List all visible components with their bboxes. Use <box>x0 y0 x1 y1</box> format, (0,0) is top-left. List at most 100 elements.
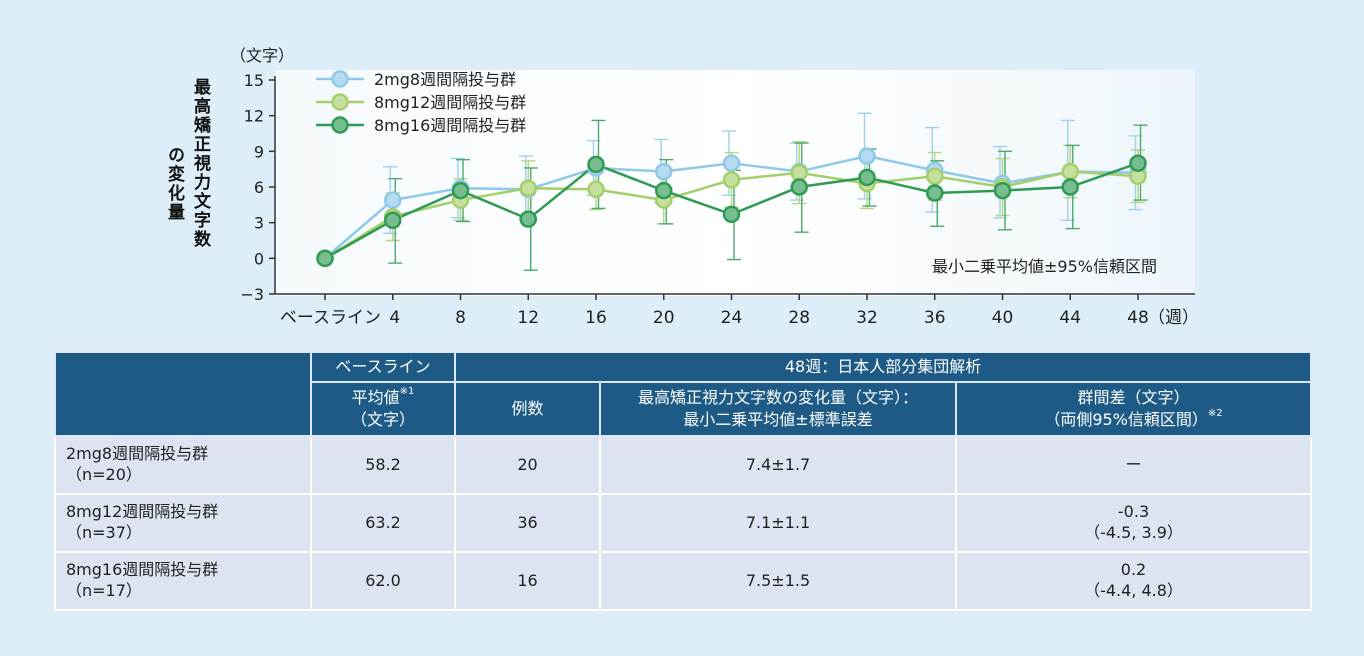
row-n-label: （n=37） <box>66 523 142 542</box>
row-n-label: （n=20） <box>66 465 142 484</box>
legend-marker <box>331 116 349 134</box>
data-point <box>1061 178 1079 196</box>
data-point <box>451 181 470 200</box>
y-axis-title-line1: 最高矯正視力文字数 <box>190 78 210 249</box>
y-axis: −3 0 3 6 9 12 15 <box>240 71 276 304</box>
data-point <box>587 180 605 199</box>
y-tick-label: 3 <box>254 214 264 233</box>
table-row: 2mg8週間隔投与群 （n=20） 58.2 20 7.4±1.7 ー <box>54 435 1313 495</box>
x-tick-label: 28 <box>788 308 810 328</box>
data-point <box>1061 162 1079 181</box>
header-baseline: ベースライン <box>310 351 456 383</box>
y-axis-unit: （文字） <box>230 46 294 65</box>
row-diff-ci: （-4.5, 3.9） <box>1084 523 1183 542</box>
x-tick-label: 12 <box>517 308 539 328</box>
data-point <box>722 154 741 172</box>
row-mean: 62.0 <box>310 551 456 611</box>
data-point <box>384 191 402 209</box>
x-tick-label: 48 <box>1127 308 1149 328</box>
row-change: 7.1±1.1 <box>599 493 957 553</box>
data-point <box>926 184 944 202</box>
row-label-cell: 8mg16週間隔投与群 （n=17） <box>54 551 312 611</box>
row-group: 2mg8週間隔投与群 <box>66 444 209 464</box>
x-tick-label: 40 <box>992 308 1014 328</box>
header-change-line1: 最高矯正視力文字数の変化量（文字）： <box>637 388 918 408</box>
header-diff-line1: 群間差（文字） <box>1077 388 1190 408</box>
header-mean-label: 平均値 <box>351 388 400 408</box>
header-diff-line2: （両側95%信頼区間） <box>1044 410 1208 429</box>
series-points <box>316 147 1147 268</box>
x-tick-label: 16 <box>585 308 607 328</box>
y-axis-title-wrap: 最高矯正視力文字数 の変化量 <box>160 78 216 308</box>
header-mean-unit: （文字） <box>350 410 415 429</box>
table-row: 8mg12週間隔投与群 （n=37） 63.2 36 7.1±1.1 -0.3 （-… <box>54 493 1313 553</box>
data-point <box>587 155 605 174</box>
y-tick-label: 12 <box>244 107 264 126</box>
header-change-line2: 最小二乗平均値±標準誤差 <box>683 410 873 429</box>
legend-label: 8mg12週間隔投与群 <box>374 93 526 112</box>
y-tick-label: 9 <box>254 142 264 161</box>
row-diff-ci: （-4.4, 4.8） <box>1084 581 1183 600</box>
data-point <box>858 147 876 165</box>
row-mean: 58.2 <box>310 435 456 495</box>
row-change: 7.5±1.5 <box>599 551 957 611</box>
x-tick-label: 32 <box>856 308 878 328</box>
header-mean: 平均値※1 （文字） <box>310 381 456 437</box>
data-point <box>1129 154 1147 172</box>
ci-annotation: 最小二乗平均値±95%信頼区間 <box>932 257 1157 276</box>
legend-marker <box>331 70 349 88</box>
data-point <box>993 181 1012 200</box>
data-point <box>858 168 876 187</box>
data-point <box>722 171 741 189</box>
y-tick-label: 0 <box>254 249 264 268</box>
legend-label: 8mg16週間隔投与群 <box>374 116 526 135</box>
row-n-label: （n=17） <box>66 581 142 600</box>
row-diff-cell: -0.3 （-4.5, 3.9） <box>954 493 1313 553</box>
header-empty-cell <box>54 351 312 437</box>
y-tick-label: 15 <box>244 71 264 90</box>
header-analysis: 48週：日本人部分集団解析 <box>453 351 1313 383</box>
header-change: 最高矯正視力文字数の変化量（文字）： 最小二乗平均値±標準誤差 <box>599 381 957 437</box>
row-diff: 0.2 <box>1120 560 1147 580</box>
row-diff-cell: 0.2 （-4.4, 4.8） <box>954 551 1313 611</box>
summary-table: ベースライン 48週：日本人部分集団解析 平均値※1 （文字） 例数 最高矯正視… <box>54 351 1313 611</box>
row-group: 8mg16週間隔投与群 <box>66 560 219 580</box>
x-tick-label: 20 <box>653 308 675 328</box>
note2-marker: ※2 <box>1207 408 1223 419</box>
header-n: 例数 <box>454 381 601 437</box>
x-axis: ベースライン 4 8 12 16 20 24 28 32 36 40 44 48 <box>275 293 1195 328</box>
legend: 2mg8週間隔投与群 8mg12週間隔投与群 8mg16週間隔投与群 <box>316 70 526 135</box>
row-mean: 63.2 <box>310 493 456 553</box>
y-axis-title-line2: の変化量 <box>164 146 184 222</box>
x-axis-unit: （週） <box>1148 308 1199 328</box>
legend-marker <box>331 93 349 111</box>
header-diff: 群間差（文字） （両側95%信頼区間）※2 <box>954 381 1313 437</box>
x-tick-label: 44 <box>1059 308 1081 328</box>
x-tick-label: 36 <box>924 308 946 328</box>
row-n: 36 <box>454 493 601 553</box>
y-tick-label: 6 <box>254 178 264 197</box>
row-diff: ー <box>1125 454 1142 474</box>
data-point <box>519 210 537 228</box>
x-tick-label: ベースライン <box>280 308 381 328</box>
data-point <box>722 205 741 224</box>
y-tick-label: −3 <box>240 285 264 304</box>
data-point <box>316 249 334 268</box>
row-diff-cell: ー <box>954 435 1313 495</box>
legend-label: 2mg8週間隔投与群 <box>374 70 516 89</box>
note1-marker: ※1 <box>399 386 415 398</box>
row-label-cell: 2mg8週間隔投与群 （n=20） <box>54 435 312 495</box>
data-point <box>790 178 808 196</box>
table-row: 8mg16週間隔投与群 （n=17） 62.0 16 7.5±1.5 0.2 （-4… <box>54 551 1313 611</box>
row-change: 7.4±1.7 <box>599 435 957 495</box>
data-point <box>384 211 402 230</box>
row-n: 20 <box>454 435 601 495</box>
data-point <box>926 167 944 186</box>
row-group: 8mg12週間隔投与群 <box>66 502 219 522</box>
data-point <box>655 162 673 181</box>
x-tick-label: 4 <box>389 308 400 328</box>
x-tick-label: 8 <box>455 308 466 328</box>
row-diff: -0.3 <box>1117 502 1150 522</box>
data-point <box>655 181 673 200</box>
